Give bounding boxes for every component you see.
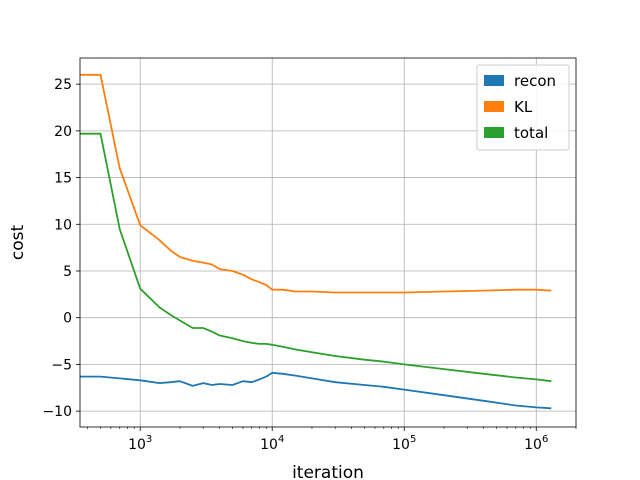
legend-label-recon: recon (514, 72, 556, 90)
series-line-total (80, 132, 552, 383)
x-tick-label: 105 (392, 434, 416, 453)
series-line-KL (80, 73, 552, 294)
y-tick-label: 10 (54, 217, 72, 233)
y-tick-label: 20 (54, 124, 72, 140)
legend-swatch-total (484, 127, 504, 138)
plot-area (79, 57, 577, 428)
legend-label-total: total (514, 124, 548, 142)
x-tick-label: 104 (260, 434, 284, 453)
y-tick-label: −5 (51, 357, 72, 373)
series-layer (80, 73, 552, 410)
y-tick-label: 15 (54, 171, 72, 187)
x-tick-label: 103 (128, 434, 152, 453)
x-tick-label: 106 (524, 434, 548, 453)
y-tick-label: 5 (63, 264, 72, 280)
y-tick-label: −10 (42, 404, 72, 420)
legend-swatch-recon (484, 75, 504, 86)
series-line-recon (80, 371, 552, 410)
gridlines (80, 58, 576, 427)
y-tick-label: 25 (54, 77, 72, 93)
y-axis-label: cost (8, 225, 28, 261)
y-tick-label: 0 (63, 311, 72, 327)
x-axis-label: iteration (292, 463, 364, 480)
legend-swatch-KL (484, 101, 504, 112)
legend-label-KL: KL (514, 98, 533, 116)
legend: recon KL total (476, 64, 570, 151)
